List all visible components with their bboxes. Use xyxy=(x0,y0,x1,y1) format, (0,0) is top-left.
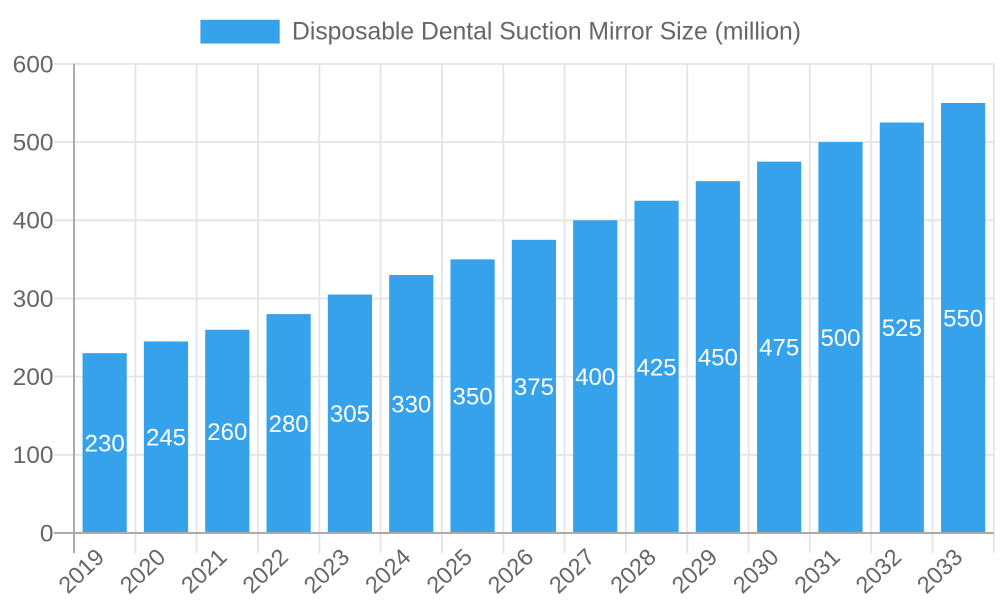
svg-text:200: 200 xyxy=(13,364,54,391)
svg-text:330: 330 xyxy=(391,391,431,418)
svg-text:305: 305 xyxy=(330,401,370,428)
svg-text:Disposable Dental Suction Mirr: Disposable Dental Suction Mirror Size (m… xyxy=(292,19,801,46)
svg-text:100: 100 xyxy=(13,442,54,469)
svg-text:375: 375 xyxy=(514,374,554,401)
svg-text:400: 400 xyxy=(575,364,615,391)
svg-text:300: 300 xyxy=(13,286,54,313)
svg-text:425: 425 xyxy=(637,354,677,381)
svg-text:475: 475 xyxy=(759,335,799,362)
svg-text:600: 600 xyxy=(13,51,54,78)
svg-text:450: 450 xyxy=(698,344,738,371)
svg-text:0: 0 xyxy=(40,520,54,547)
svg-text:400: 400 xyxy=(13,208,54,235)
svg-text:350: 350 xyxy=(453,384,493,411)
svg-text:260: 260 xyxy=(207,419,247,446)
svg-text:500: 500 xyxy=(13,129,54,156)
svg-text:550: 550 xyxy=(943,305,983,332)
svg-text:280: 280 xyxy=(269,411,309,438)
svg-text:245: 245 xyxy=(146,425,186,452)
svg-text:500: 500 xyxy=(820,325,860,352)
svg-text:525: 525 xyxy=(882,315,922,342)
svg-text:230: 230 xyxy=(85,430,125,457)
